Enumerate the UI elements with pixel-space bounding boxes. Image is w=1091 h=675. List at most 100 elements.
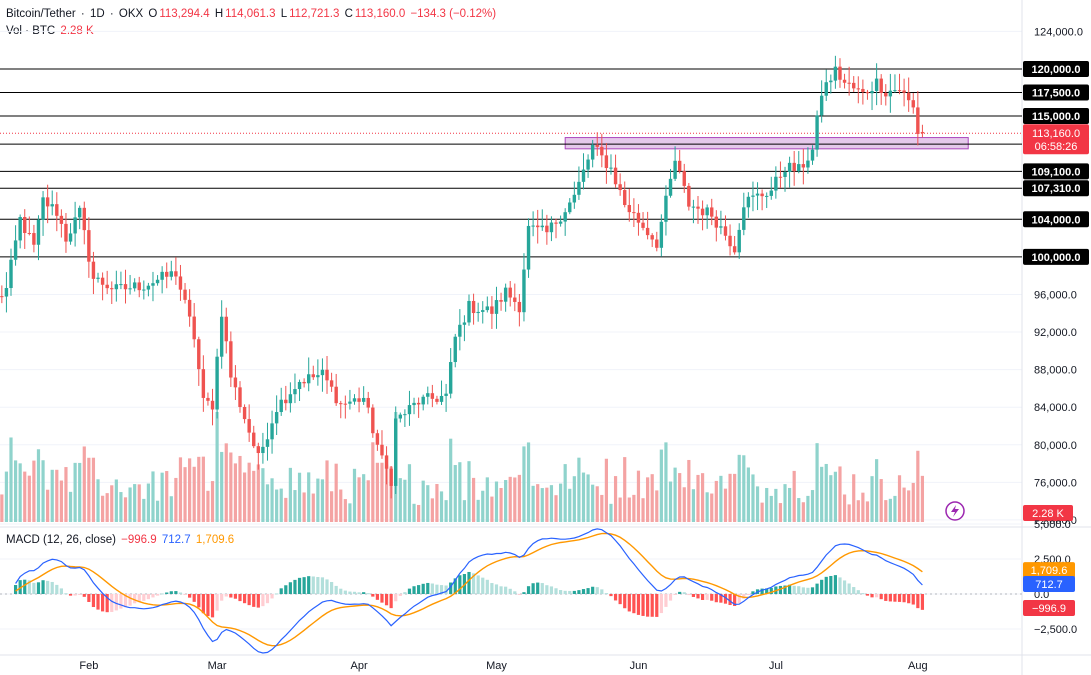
candle-body	[581, 169, 586, 182]
level-label-bg	[1023, 248, 1089, 265]
macd-hist-bar	[449, 582, 453, 594]
volume-bar	[778, 503, 783, 522]
macd-hist-bar	[366, 593, 370, 595]
volume-bar	[297, 472, 302, 522]
price-axis[interactable]: 124,000.0 96,000.0 92,000.0 88,000.0 84,000.…	[1023, 26, 1089, 636]
macd-hist-bar	[577, 590, 581, 594]
price-tick-label: 92,000.0	[1034, 327, 1077, 339]
candle-body	[536, 225, 540, 228]
candle-body	[123, 284, 128, 290]
volume-bar	[540, 488, 544, 522]
macd-hist-bar	[531, 583, 535, 594]
candle-body	[229, 341, 233, 378]
macd-label[interactable]: MACD (12, 26, close)	[6, 534, 116, 546]
macd-signal-tag: 1,709.6	[1031, 565, 1068, 577]
macd-hist-bar	[646, 594, 650, 617]
candle-body	[0, 296, 4, 298]
volume-bar	[870, 476, 874, 522]
candle-body	[155, 279, 160, 284]
candle-body	[316, 375, 320, 378]
candle-body	[352, 398, 357, 402]
volume-bar	[188, 458, 192, 522]
high-label: H	[214, 8, 224, 20]
macd-hist-bar	[540, 583, 544, 594]
candle-body	[751, 195, 755, 197]
volume-bar	[678, 473, 682, 522]
candle-body	[677, 160, 682, 172]
macd-hist-bar	[444, 585, 448, 594]
candle-body	[645, 227, 650, 236]
volume-bar	[536, 484, 540, 522]
volume-bar	[513, 477, 517, 522]
candle-body	[297, 381, 302, 390]
volume-bar	[499, 487, 503, 522]
macd-tick-label: −2,500.0	[1034, 624, 1077, 636]
macd-hist-bar	[664, 594, 668, 607]
volume-bar	[41, 460, 45, 522]
candle-body	[91, 261, 96, 279]
price-tick-label: 124,000.0	[1034, 26, 1083, 38]
macd-hist-bar	[682, 592, 686, 594]
level-label-bg	[1023, 163, 1089, 180]
time-tick-label: Aug	[908, 660, 928, 672]
volume-bar	[330, 491, 334, 522]
volume-bar	[668, 481, 673, 522]
candle-body	[563, 212, 567, 222]
level-label-bg	[1023, 180, 1089, 197]
candle-body	[815, 115, 819, 150]
macd-hist-bar	[691, 594, 696, 597]
macd-hist-bar	[700, 594, 705, 600]
macd-hist-bar	[68, 594, 73, 596]
lightning-icon[interactable]	[945, 501, 965, 521]
interval[interactable]: 1D	[89, 8, 105, 20]
candle-body	[765, 195, 769, 197]
symbol-name[interactable]: Bitcoin/Tether	[6, 8, 76, 20]
candle-body	[325, 369, 329, 381]
volume-bar	[916, 450, 920, 522]
macd-hist-bar	[320, 577, 325, 594]
candle-body	[659, 221, 664, 248]
macd-hist-bar	[536, 582, 540, 594]
volume-bar	[769, 495, 773, 522]
macd-hist-bar	[481, 577, 485, 594]
volume-bar	[526, 442, 531, 522]
macd-hist-bar	[87, 594, 91, 602]
macd-hist-bar	[458, 575, 462, 594]
candle-body	[632, 212, 636, 214]
volume-bar	[78, 462, 82, 522]
macd-hist-bar	[870, 594, 874, 598]
macd-hist-bar	[41, 580, 45, 594]
macd-hist-bar	[719, 594, 723, 603]
volume-bar	[96, 479, 100, 522]
candle-body	[78, 207, 82, 218]
candle-body	[829, 80, 833, 83]
candle-body	[852, 82, 856, 89]
macd-hist-bar	[252, 594, 256, 607]
volume-bar	[833, 471, 837, 522]
macd-line	[15, 528, 923, 654]
macd-hist-bar	[659, 594, 663, 614]
volume-bar	[847, 504, 851, 522]
candle-body	[916, 107, 920, 134]
candle-body	[334, 386, 338, 404]
time-axis[interactable]: Feb Mar Apr May Jun Jul Aug	[79, 660, 927, 672]
resistance-zone[interactable]	[564, 137, 969, 150]
macd-hist-bar	[224, 594, 228, 597]
volume-bar	[559, 483, 563, 522]
candle-body	[687, 185, 691, 207]
macd-line-tag: 712.7	[1035, 579, 1063, 591]
macd-hist-bar	[916, 594, 920, 609]
volume-bar	[797, 498, 801, 522]
candle-body	[618, 184, 622, 191]
candle-body	[806, 160, 810, 168]
candle-body	[27, 232, 32, 234]
volume-bar	[673, 467, 677, 522]
candle-body	[100, 277, 105, 285]
horizontal-levels[interactable]	[0, 68, 1022, 258]
time-tick-label: Jul	[769, 660, 783, 672]
candle-body	[274, 412, 279, 424]
candle-body	[526, 225, 531, 270]
volume-bar	[888, 498, 892, 522]
macd-signal-line	[15, 532, 923, 647]
